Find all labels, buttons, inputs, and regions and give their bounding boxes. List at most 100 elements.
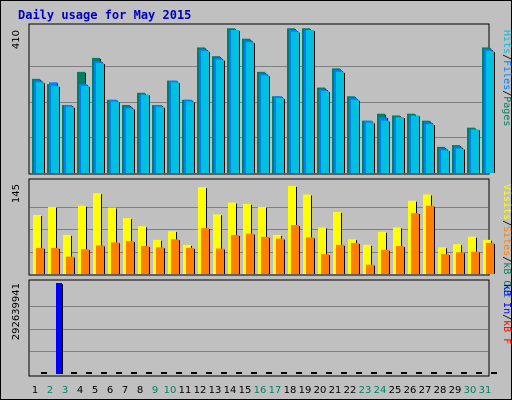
x-tick-label: 20 <box>314 385 327 396</box>
kbin-bar-7 <box>131 372 137 374</box>
sites-bar-12 <box>201 228 209 274</box>
kbin-bar-2 <box>56 283 62 374</box>
x-tick-label: 14 <box>224 385 237 396</box>
sites-bar-9 <box>156 247 164 274</box>
sites-bar-18 <box>291 224 299 274</box>
kbin-bar-6 <box>116 372 122 374</box>
kbin-bar-3 <box>71 372 77 374</box>
sites-bar-6 <box>111 242 119 274</box>
visits-bar-5 <box>93 193 101 274</box>
x-tick-label: 16 <box>254 385 267 396</box>
visits-bar-4 <box>78 205 86 274</box>
kbin-bar-10 <box>176 372 182 374</box>
hits-bar-11 <box>186 101 194 173</box>
sites-bar-7 <box>126 241 134 274</box>
legend-pages: Pages <box>501 96 512 126</box>
x-tick-label: 5 <box>92 385 98 396</box>
sites-bar-26 <box>411 213 419 274</box>
kbin-bar-5 <box>101 372 107 374</box>
x-tick-label: 28 <box>434 385 447 396</box>
kbin-bar-30 <box>476 372 482 374</box>
hits-bar-19 <box>306 30 314 173</box>
panel-middle: 145 Visits/Sites/kB Out <box>11 178 512 298</box>
sites-bar-25 <box>396 246 404 274</box>
hits-bar-7 <box>126 108 134 173</box>
hits-bar-15 <box>246 42 254 173</box>
sites-bar-3 <box>66 256 74 274</box>
sites-bar-11 <box>186 247 194 274</box>
sites-bar-5 <box>96 245 104 274</box>
x-tick-label: 29 <box>449 385 462 396</box>
x-tick-label: 30 <box>464 385 477 396</box>
visits-bar-2 <box>48 206 56 274</box>
x-tick-label: 1 <box>32 385 38 396</box>
kbin-bar-9 <box>161 372 167 374</box>
legend-files: Files <box>501 60 512 90</box>
sites-bar-21 <box>336 244 344 274</box>
sites-bar-2 <box>51 247 59 274</box>
middle-legend: Visits/Sites/kB Out <box>501 184 512 298</box>
kbin-bar-12 <box>206 372 212 374</box>
sites-bar-20 <box>321 254 329 274</box>
legend-sep-5: / <box>501 314 512 320</box>
hits-bar-25 <box>396 117 404 173</box>
kbin-bar-4 <box>86 372 92 374</box>
legend-kbin: kB In <box>501 284 512 314</box>
x-tick-label: 4 <box>77 385 83 396</box>
visits-bar-6 <box>108 207 116 274</box>
x-tick-label: 21 <box>329 385 342 396</box>
visits-bar-3 <box>63 234 71 274</box>
x-tick-label: 13 <box>209 385 222 396</box>
x-tick-label: 10 <box>164 385 177 396</box>
kbin-bar-16 <box>266 372 272 374</box>
hits-bar-9 <box>156 106 164 173</box>
hits-bar-29 <box>456 148 464 173</box>
hits-bar-23 <box>366 122 374 173</box>
hits-bar-17 <box>276 98 284 173</box>
x-tick-label: 11 <box>179 385 192 396</box>
visits-bar-23 <box>363 244 371 274</box>
kbin-bar-27 <box>431 372 437 374</box>
middle-ymax-label: 145 <box>11 184 22 203</box>
sites-bar-1 <box>36 247 44 274</box>
sites-bar-31 <box>486 242 494 274</box>
visits-bar-13 <box>213 214 221 274</box>
kbin-bar-23 <box>371 372 377 374</box>
hits-bar-26 <box>411 115 419 173</box>
x-tick-label: 31 <box>479 385 492 396</box>
sites-bar-19 <box>306 237 314 274</box>
hits-bar-8 <box>141 94 149 173</box>
panel-bottom: 292639941 kB In/kB F <box>11 279 512 377</box>
hits-bar-1 <box>36 82 44 173</box>
kbin-bar-21 <box>341 372 347 374</box>
hits-bar-12 <box>201 50 209 173</box>
sites-bar-16 <box>261 236 269 274</box>
x-tick-label: 25 <box>389 385 402 396</box>
top-legend: Hits/Files/Pages <box>501 30 512 126</box>
legend-kbf: kB F <box>501 320 512 344</box>
sites-bar-27 <box>426 205 434 274</box>
hits-bar-22 <box>351 99 359 173</box>
visits-bar-20 <box>318 227 326 274</box>
kbin-bar-8 <box>146 372 152 374</box>
x-tick-label: 18 <box>284 385 297 396</box>
kbin-bar-11 <box>191 372 197 374</box>
x-tick-label: 7 <box>122 385 128 396</box>
kbin-bar-24 <box>386 372 392 374</box>
panel-top: 410 Hits/Files/Pages <box>11 23 512 175</box>
sites-bar-28 <box>441 254 449 274</box>
kbin-bar-20 <box>326 372 332 374</box>
hits-bar-27 <box>426 124 434 173</box>
kbin-bar-19 <box>311 372 317 374</box>
x-tick-label: 9 <box>152 385 158 396</box>
x-tick-label: 6 <box>107 385 113 396</box>
x-tick-label: 23 <box>359 385 372 396</box>
x-tick-label: 8 <box>137 385 143 396</box>
hits-bar-20 <box>321 91 329 173</box>
panel-bottom-frame <box>28 279 490 377</box>
x-tick-label: 22 <box>344 385 357 396</box>
kbin-bar-28 <box>446 372 452 374</box>
x-tick-label: 24 <box>374 385 387 396</box>
hits-bar-2 <box>51 85 59 173</box>
bottom-legend: kB In/kB F <box>501 284 512 344</box>
